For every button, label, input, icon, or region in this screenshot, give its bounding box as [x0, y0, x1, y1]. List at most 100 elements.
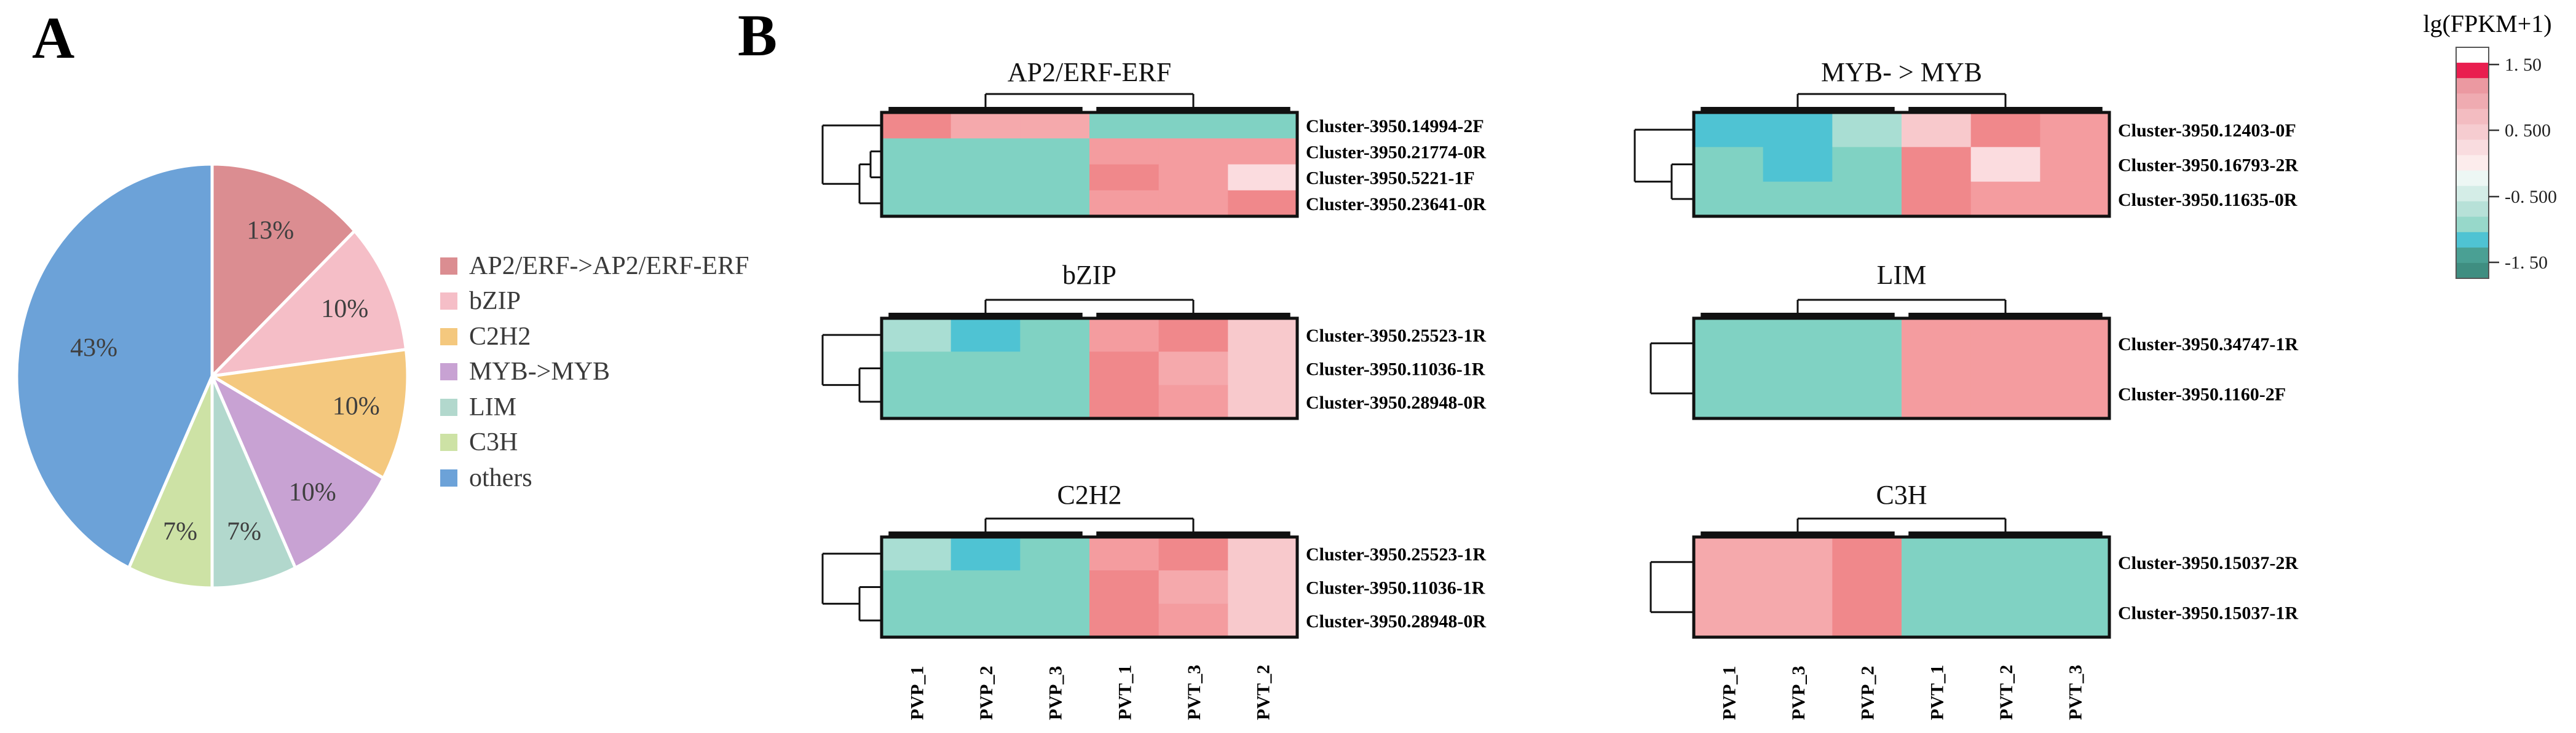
- colorbar-segment: [2456, 247, 2489, 264]
- heatmap-cell: [2040, 112, 2110, 147]
- heatmap-cell: [1763, 181, 1833, 217]
- heatmap-c2h2: C2H2 Cluster-3950.25523-1R Cluster-3950.11…: [821, 480, 1486, 720]
- heatmap-cell: [1228, 112, 1298, 139]
- heatmap-cell: [1158, 318, 1228, 352]
- colorbar-segment: [2456, 139, 2489, 155]
- heatmap-cell: [882, 603, 952, 638]
- heatmap-cell: [1902, 587, 1972, 638]
- heatmap-cell: [1694, 181, 1764, 217]
- heatmap-cell: [1694, 368, 1764, 419]
- legend-item-AP2/ERF->AP2/ERF-ERF: AP2/ERF->AP2/ERF-ERF: [440, 248, 749, 284]
- pie-chart: 13% 10% 10% 10% 7% 7% 43%: [15, 162, 409, 590]
- colorbar-segment: [2456, 186, 2489, 202]
- legend-swatch: [440, 363, 457, 381]
- legend-item-others: others: [440, 460, 749, 496]
- column-cluster-bar: [1908, 531, 2103, 536]
- heatmap-row-label: Cluster-3950.11036-1R: [1306, 359, 1485, 380]
- heatmap-cell: [1228, 351, 1298, 386]
- heatmap-row-label: Cluster-3950.1160-2F: [2118, 384, 2286, 404]
- heatmap-cell: [1020, 318, 1090, 352]
- heatmap-row-label: Cluster-3950.11635-0R: [2118, 190, 2297, 210]
- heatmap-cell: [950, 603, 1021, 638]
- heatmap-cell: [1089, 570, 1160, 605]
- heatmap-cell: [1832, 368, 1902, 419]
- heatmap-title: C3H: [1876, 480, 1927, 510]
- heatmap-cell: [1902, 368, 1972, 419]
- legend-swatch: [440, 398, 457, 416]
- heatmap-cell: [950, 112, 1021, 139]
- heatmap-cell: [1089, 138, 1160, 165]
- heatmap-cell: [1970, 537, 2041, 588]
- colorbar-segment: [2456, 216, 2489, 233]
- heatmap-title: LIM: [1877, 260, 1927, 290]
- heatmap-col-label: PVP_3: [1788, 666, 1809, 720]
- column-cluster-bar: [888, 531, 1083, 536]
- heatmap-cell: [1020, 112, 1090, 139]
- heatmap-row-label: Cluster-3950.25523-1R: [1306, 544, 1486, 565]
- heatmap-cell: [1020, 603, 1090, 638]
- pie-slice-LIM: [210, 374, 297, 590]
- heatmap-cell: [1020, 190, 1090, 217]
- column-cluster-bar: [1096, 531, 1290, 536]
- colorbar-title: lg(FPKM+1): [2423, 10, 2551, 37]
- legend-swatch: [440, 257, 457, 275]
- pie-slice-others: [15, 162, 214, 570]
- heatmap-cell: [1089, 164, 1160, 191]
- heatmap-cell: [1970, 368, 2041, 419]
- heatmap-cell: [1763, 368, 1833, 419]
- heatmap-cell: [1020, 537, 1090, 571]
- colorbar-border: [2455, 47, 2489, 279]
- column-cluster-bar: [1701, 313, 1895, 317]
- heatmap-cell: [1970, 318, 2041, 369]
- legend-swatch: [440, 434, 457, 452]
- legend-swatch: [440, 327, 457, 345]
- column-cluster-bar: [1096, 313, 1290, 317]
- heatmap-col-label: PVT_3: [2066, 665, 2086, 720]
- heatmap-cell: [1902, 318, 1972, 369]
- colorbar-segment: [2456, 124, 2489, 140]
- heatmap-title: MYB- > MYB: [1821, 57, 1982, 87]
- heatmap-title: bZIP: [1062, 260, 1116, 290]
- pie-slice-MYB->MYB: [210, 374, 385, 570]
- pie-slice-percentage: 7%: [163, 518, 197, 546]
- heatmap-cell: [1089, 318, 1160, 352]
- heatmap-cell: [1694, 587, 1764, 638]
- heatmap-cell: [1158, 112, 1228, 139]
- heatmap-title: C2H2: [1057, 480, 1121, 510]
- heatmap-cell: [882, 190, 952, 217]
- heatmap-cell: [882, 351, 952, 386]
- legend-swatch: [440, 292, 457, 310]
- heatmap-cell: [1902, 147, 1972, 182]
- heatmap-cell: [1228, 603, 1298, 638]
- colorbar-segment: [2456, 78, 2489, 94]
- legend-label: others: [469, 463, 532, 492]
- heatmap-col-label: PVT_2: [1254, 665, 1274, 720]
- heatmap-cell: [1158, 385, 1228, 419]
- heatmap-cell: [1970, 587, 2041, 638]
- colorbar: lg(FPKM+1) 1. 50 0. 500 -0. 500 -1. 50: [2423, 10, 2557, 279]
- column-cluster-bar: [888, 107, 1083, 111]
- colorbar-tick-label: 0. 500: [2505, 120, 2551, 141]
- heatmap-cell: [882, 112, 952, 139]
- heatmap-cell: [1832, 112, 1902, 147]
- heatmap-cell: [1158, 138, 1228, 165]
- legend-label: AP2/ERF->AP2/ERF-ERF: [469, 251, 749, 280]
- heatmap-row-label: Cluster-3950.21774-0R: [1306, 142, 1486, 162]
- heatmap-cell: [950, 570, 1021, 605]
- column-cluster-bar: [1701, 531, 1895, 536]
- heatmap-cell: [1020, 385, 1090, 419]
- heatmap-cell: [1089, 603, 1160, 638]
- heatmap-cell: [882, 164, 952, 191]
- pie-slice-percentage: 13%: [247, 217, 294, 245]
- pie-slice-percentage: 7%: [227, 518, 261, 546]
- heatmap-row-label: Cluster-3950.28948-0R: [1306, 611, 1486, 632]
- colorbar-segment: [2456, 232, 2489, 248]
- heatmap-cell: [1158, 570, 1228, 605]
- heatmap-cell: [882, 385, 952, 419]
- heatmap-cell: [950, 318, 1021, 352]
- heatmap-cell: [950, 138, 1021, 165]
- heatmap-cell: [1020, 570, 1090, 605]
- heatmap-cell: [950, 164, 1021, 191]
- heatmap-border: [1692, 316, 2111, 420]
